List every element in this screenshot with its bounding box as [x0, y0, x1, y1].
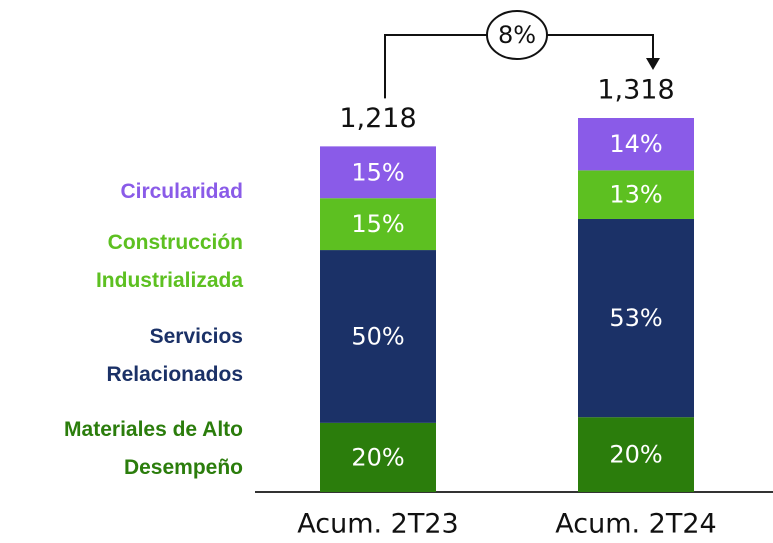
segment-label: 20% — [609, 441, 662, 469]
bar-segment — [320, 146, 436, 199]
bar-segment — [320, 198, 436, 251]
bar-segment — [578, 218, 694, 418]
arrow-head — [646, 58, 660, 70]
bar-segment — [578, 118, 694, 171]
segment-label: 53% — [609, 304, 662, 332]
legend-label: Construcción Industrializada — [95, 231, 243, 292]
growth-circle — [486, 10, 548, 60]
total-label: 1,318 — [597, 75, 674, 106]
bar-segment — [320, 422, 436, 492]
bar-segment — [578, 170, 694, 219]
segment-label: 20% — [351, 443, 404, 471]
segment-label: 14% — [609, 130, 662, 158]
bar-segment — [578, 417, 694, 492]
segment-label: 15% — [351, 210, 404, 238]
segment-label: 13% — [609, 181, 662, 209]
legend-label: Servicios Relacionados — [106, 325, 243, 386]
total-label: 1,218 — [339, 103, 416, 134]
segment-label: 15% — [351, 158, 404, 186]
bracket-left — [384, 34, 487, 99]
legend-label: Circularidad — [120, 180, 243, 203]
growth-label: 8% — [498, 21, 536, 49]
x-tick-label: Acum. 2T23 — [297, 509, 458, 540]
bar-segment — [320, 250, 436, 423]
x-tick-label: Acum. 2T24 — [555, 509, 716, 540]
bracket-right — [547, 34, 654, 60]
segment-label: 50% — [351, 322, 404, 350]
legend-label: Materiales de Alto Desempeño — [64, 418, 243, 479]
